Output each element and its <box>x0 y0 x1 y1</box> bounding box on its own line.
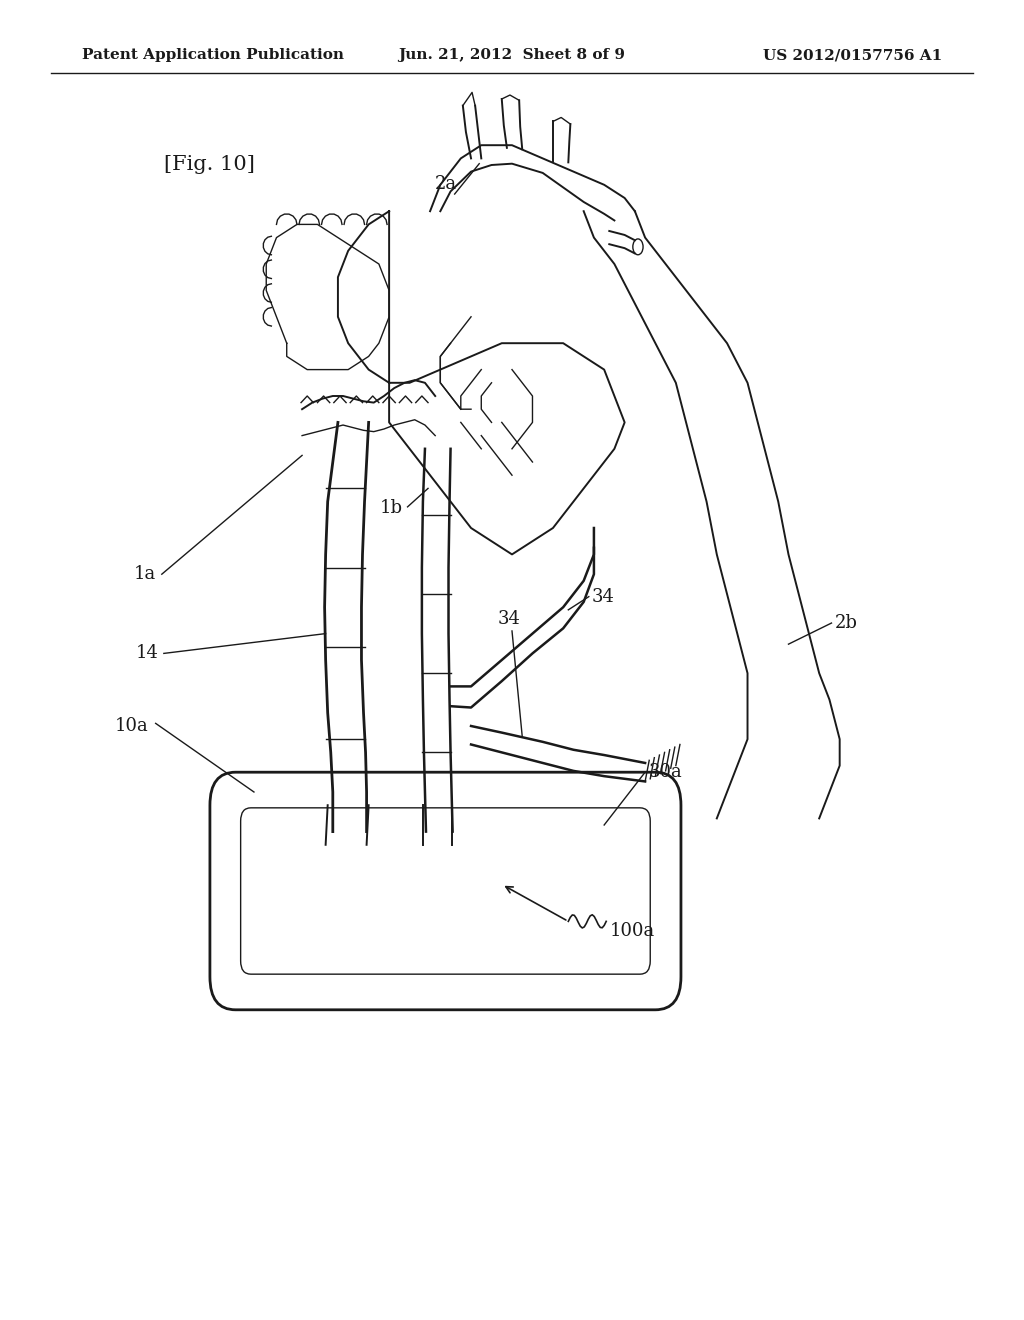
Text: Patent Application Publication: Patent Application Publication <box>82 49 344 62</box>
Text: 34: 34 <box>592 587 614 606</box>
Text: 1a: 1a <box>133 565 156 583</box>
Ellipse shape <box>633 239 643 255</box>
Text: 1b: 1b <box>380 499 402 517</box>
Text: 2a: 2a <box>434 174 457 193</box>
Text: 34: 34 <box>498 610 520 628</box>
Text: Jun. 21, 2012  Sheet 8 of 9: Jun. 21, 2012 Sheet 8 of 9 <box>398 49 626 62</box>
Text: 30a: 30a <box>648 763 682 781</box>
Text: 100a: 100a <box>609 921 654 940</box>
Text: 10a: 10a <box>115 717 148 735</box>
Text: [Fig. 10]: [Fig. 10] <box>164 156 255 174</box>
Text: 2b: 2b <box>835 614 857 632</box>
FancyBboxPatch shape <box>210 772 681 1010</box>
Text: 14: 14 <box>136 644 159 663</box>
Text: US 2012/0157756 A1: US 2012/0157756 A1 <box>763 49 942 62</box>
